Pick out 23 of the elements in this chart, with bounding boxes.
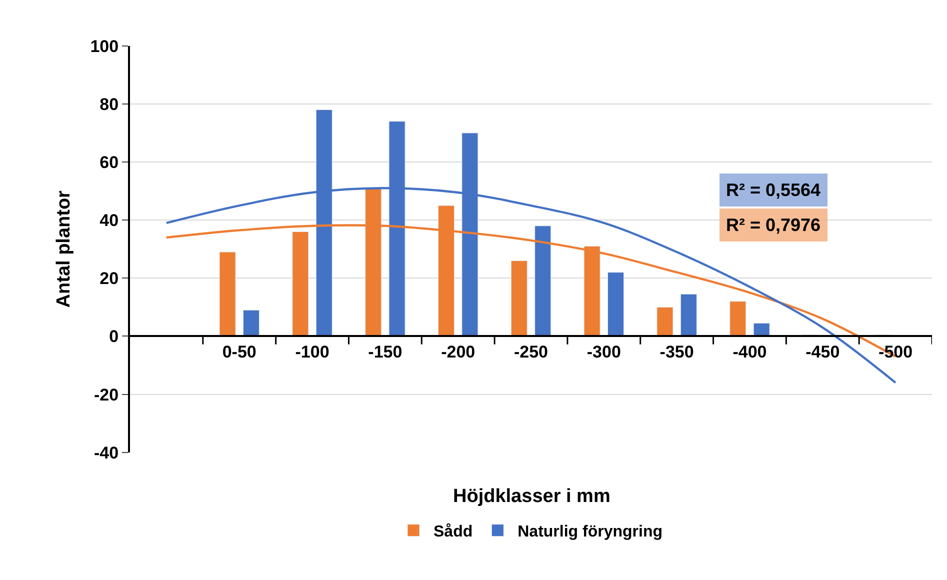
y-tick-label: 0: [109, 327, 119, 346]
x-tick-label: -450: [806, 342, 840, 362]
legend-label: Naturlig föryngring: [518, 524, 663, 541]
x-tick-label: -300: [586, 342, 621, 362]
y-tick-label: 60: [100, 152, 119, 172]
y-axis-title: Antal plantor: [54, 190, 75, 308]
y-tick-label: 20: [100, 269, 119, 288]
x-tick-label: -200: [441, 342, 476, 362]
x-tick-label: -150: [368, 342, 402, 362]
y-tick-label: 80: [100, 94, 119, 114]
x-tick-label: -250: [514, 342, 548, 362]
x-tick-label: -350: [660, 342, 694, 362]
y-tick-label: 40: [100, 211, 119, 230]
y-tick-label: -40: [94, 443, 119, 462]
x-tick-label: -100: [295, 342, 330, 362]
annotation: R² = 0,7976: [726, 215, 821, 235]
x-tick-label: 0-50: [222, 342, 256, 362]
x-tick-label: -400: [732, 342, 767, 362]
annotation: R² = 0,5564: [726, 180, 821, 200]
y-tick-label: 100: [90, 36, 119, 56]
y-tick-label: -20: [94, 385, 119, 404]
x-axis-title: Höjdklasser i mm: [453, 486, 610, 507]
legend-label: Sådd: [434, 522, 473, 541]
